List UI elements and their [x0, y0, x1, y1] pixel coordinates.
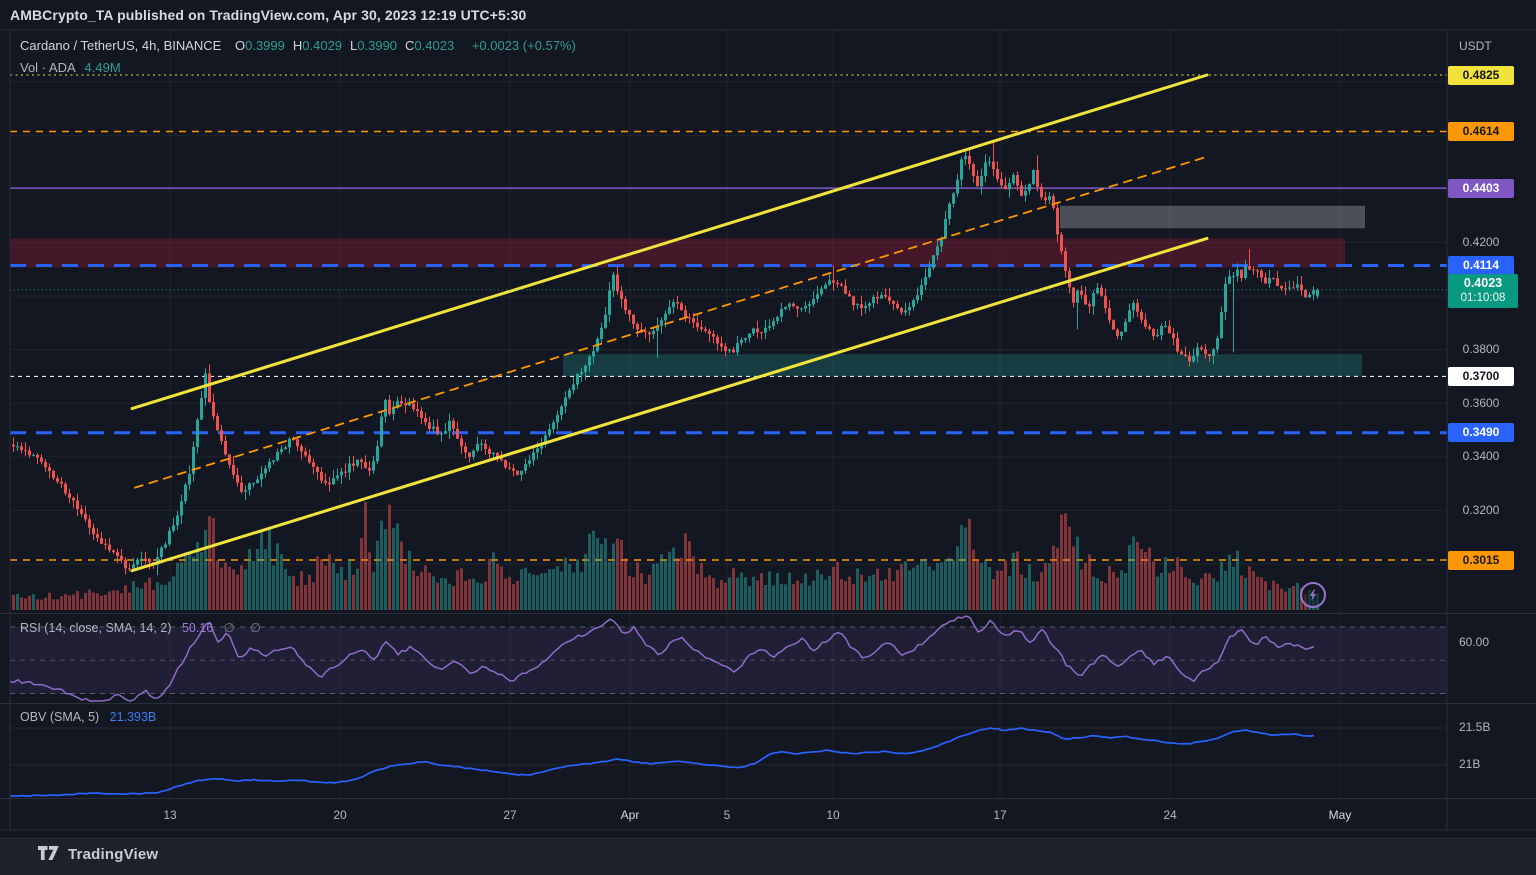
symbol-legend[interactable]: Cardano / TetherUS, 4h, BINANCE O0.3999 H… — [20, 38, 576, 53]
time-label-24: 24 — [1163, 808, 1177, 822]
time-label-13: 13 — [163, 808, 177, 822]
price-label-0.3015: 0.3015 — [1448, 550, 1514, 570]
time-label-5: 5 — [723, 808, 731, 822]
attribution-text: AMBCrypto_TA published on TradingView.co… — [10, 7, 527, 23]
price-label-0.3800: 0.3800 — [1462, 342, 1500, 357]
channel-line-0 — [130, 73, 1209, 411]
rsi-label: RSI (14, close, SMA, 14, 2) — [20, 621, 172, 635]
time-label-Apr: Apr — [620, 808, 640, 822]
ohlc-O: O0.3999 — [234, 38, 285, 53]
price-label-0.4403: 0.4403 — [1448, 178, 1514, 198]
level-lines — [10, 74, 1447, 561]
obv-label: OBV (SMA, 5) — [20, 710, 100, 724]
rsi-legend[interactable]: RSI (14, close, SMA, 14, 2) 50.16 ∅ ∅ — [20, 620, 267, 635]
ohlc-values: O0.3999 H0.4029 L0.3990 C0.4023 — [235, 38, 462, 53]
channel-line-2 — [134, 155, 1208, 489]
resistance-box — [1060, 205, 1365, 229]
ohlc-L: L0.3990 — [350, 38, 398, 53]
time-label-May: May — [1328, 808, 1352, 822]
time-label-20: 20 — [333, 808, 347, 822]
obv-line — [10, 727, 1315, 797]
pane-frame — [0, 29, 1536, 831]
price-label-0.3700: 0.3700 — [1448, 366, 1514, 386]
channel-lines — [130, 73, 1209, 573]
price-label-0.3200: 0.3200 — [1462, 502, 1500, 517]
footer-bar — [0, 838, 1536, 875]
change-value: +0.0023 (+0.57%) — [471, 38, 576, 53]
volume-legend[interactable]: Vol · ADA 4.49M — [20, 60, 121, 75]
time-label-27: 27 — [503, 808, 517, 822]
ohlc-H: H0.4029 — [292, 38, 343, 53]
time-label-10: 10 — [826, 808, 840, 822]
volume-label: Vol · ADA — [20, 60, 75, 75]
price-label-0.4614: 0.4614 — [1448, 122, 1514, 142]
time-label-17: 17 — [993, 808, 1007, 822]
tradingview-brand[interactable]: TradingView — [38, 846, 158, 863]
ohlc-C: C0.4023 — [405, 38, 455, 53]
price-scale-currency: USDT — [1459, 39, 1492, 53]
obv-pane — [10, 727, 1447, 797]
price-label-0.4825: 0.4825 — [1448, 65, 1514, 85]
obv-value: 21.393B — [109, 710, 157, 724]
price-label-0.3600: 0.3600 — [1462, 395, 1500, 410]
volume-value: 4.49M — [84, 60, 121, 75]
price-label-0.4200: 0.4200 — [1462, 234, 1500, 249]
grid — [10, 30, 1447, 798]
obv-axis-label-21B: 21B — [1459, 757, 1481, 771]
demand-zone — [563, 354, 1362, 377]
rsi-value: 50.16 — [181, 621, 214, 635]
rsi-pane — [10, 615, 1447, 702]
candles — [12, 140, 1319, 576]
symbol-title: Cardano / TetherUS, 4h, BINANCE — [20, 38, 222, 53]
countdown: 01:10:08 — [1460, 291, 1506, 304]
price-label-0.3490: 0.3490 — [1448, 423, 1514, 443]
tradingview-brand-text: TradingView — [68, 846, 159, 863]
supply-zone — [10, 238, 1345, 268]
tradingview-logo-icon — [38, 846, 59, 860]
rsi-empty-values: ∅ ∅ — [223, 621, 267, 635]
rsi-line — [10, 615, 1315, 702]
price-label-0.4114: 0.4114 — [1448, 256, 1514, 276]
lightning-icon — [1309, 589, 1317, 601]
volume-bars — [12, 501, 1319, 610]
current-price-label: 0.4023 01:10:08 — [1448, 273, 1518, 308]
obv-axis-label-21.5B: 21.5B — [1459, 720, 1491, 734]
rsi-axis-label: 60.00 — [1459, 635, 1490, 649]
channel-line-1 — [130, 236, 1209, 573]
price-label-0.3400: 0.3400 — [1462, 449, 1500, 464]
zones — [10, 205, 1365, 377]
flash-button[interactable] — [1300, 582, 1326, 608]
obv-legend[interactable]: OBV (SMA, 5) 21.393B — [20, 710, 156, 724]
